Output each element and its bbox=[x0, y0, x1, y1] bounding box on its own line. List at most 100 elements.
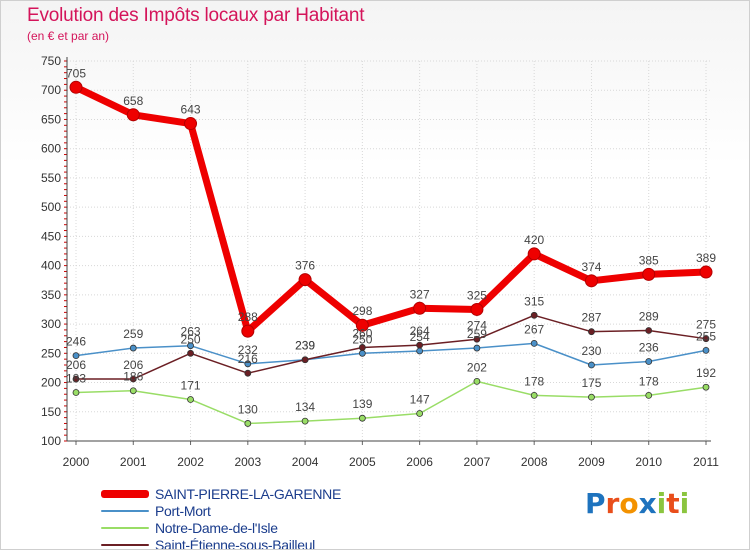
x-tick-label: 2000 bbox=[63, 455, 90, 469]
legend: SAINT-PIERRE-LA-GARENNE Port-Mort Notre-… bbox=[101, 485, 342, 549]
series-line bbox=[75, 342, 707, 366]
data-label: 250 bbox=[352, 332, 372, 346]
data-point bbox=[588, 393, 595, 401]
data-label: 206 bbox=[123, 358, 143, 372]
data-label: 183 bbox=[66, 371, 86, 385]
series-line bbox=[72, 83, 710, 335]
data-label: 325 bbox=[467, 288, 487, 302]
data-point bbox=[645, 391, 653, 399]
legend-swatch bbox=[101, 543, 149, 546]
logo-letter: P bbox=[585, 487, 606, 520]
data-point bbox=[645, 358, 653, 365]
data-label: 175 bbox=[581, 376, 601, 390]
logo-letter: r bbox=[605, 487, 620, 520]
data-label: 288 bbox=[238, 310, 258, 324]
data-point bbox=[187, 342, 194, 350]
data-label: 274 bbox=[467, 318, 487, 332]
data-point bbox=[355, 318, 369, 332]
series-line bbox=[75, 314, 707, 380]
y-tick-label: 150 bbox=[41, 405, 61, 419]
data-label: 139 bbox=[352, 397, 372, 411]
y-tick-label: 200 bbox=[41, 376, 61, 390]
legend-swatch bbox=[101, 526, 149, 529]
data-point bbox=[187, 396, 194, 403]
data-point bbox=[584, 274, 598, 288]
data-label: 134 bbox=[295, 400, 315, 414]
y-tick-label: 100 bbox=[41, 434, 61, 448]
data-label: 264 bbox=[410, 324, 430, 338]
data-label: 239 bbox=[295, 339, 315, 353]
data-label: 202 bbox=[467, 360, 487, 374]
data-label: 658 bbox=[123, 94, 143, 108]
data-label: 232 bbox=[238, 343, 258, 357]
data-point bbox=[301, 417, 309, 425]
data-label: 186 bbox=[123, 370, 143, 384]
series-line bbox=[75, 380, 707, 425]
legend-item: Notre-Dame-de-l'Isle bbox=[101, 519, 341, 536]
data-point bbox=[244, 369, 252, 377]
series-lines bbox=[69, 80, 713, 427]
data-label: 239 bbox=[295, 339, 315, 353]
data-point bbox=[241, 324, 255, 338]
data-label: 705 bbox=[66, 66, 86, 80]
legend-swatch bbox=[101, 489, 149, 498]
data-point bbox=[530, 391, 538, 399]
y-tick-label: 700 bbox=[41, 83, 61, 97]
data-point bbox=[645, 327, 653, 334]
data-point bbox=[129, 344, 137, 352]
data-label: 147 bbox=[410, 393, 430, 407]
data-label: 246 bbox=[66, 335, 86, 349]
legend-item: Saint-Étienne-sous-Bailleul bbox=[101, 536, 341, 549]
data-point bbox=[470, 302, 484, 316]
x-tick-label: 2010 bbox=[635, 455, 662, 469]
x-tick-label: 2007 bbox=[464, 455, 491, 469]
x-tick-label: 2001 bbox=[120, 455, 147, 469]
data-point bbox=[69, 80, 83, 94]
data-point bbox=[588, 328, 595, 336]
y-tick-label: 650 bbox=[41, 112, 61, 126]
data-point bbox=[702, 383, 710, 391]
data-point bbox=[72, 352, 80, 360]
data-point bbox=[244, 420, 252, 427]
proxiti-logo: Proxiti bbox=[585, 487, 689, 520]
data-point bbox=[699, 265, 713, 279]
data-point bbox=[527, 247, 541, 261]
data-label: 230 bbox=[581, 344, 601, 358]
y-tick-label: 600 bbox=[41, 142, 61, 156]
legend-label: SAINT-PIERRE-LA-GARENNE bbox=[155, 485, 342, 502]
data-label: 385 bbox=[639, 253, 659, 267]
data-point bbox=[588, 361, 595, 369]
data-label: 171 bbox=[181, 378, 201, 392]
y-tick-label: 300 bbox=[41, 317, 61, 331]
data-point bbox=[530, 339, 538, 347]
data-label: 206 bbox=[66, 358, 86, 372]
legend-item: Port-Mort bbox=[101, 502, 341, 519]
data-point bbox=[72, 375, 80, 383]
data-label: 255 bbox=[696, 329, 716, 343]
data-point bbox=[530, 311, 538, 319]
data-point bbox=[473, 377, 481, 385]
y-tick-label: 450 bbox=[41, 229, 61, 243]
data-point bbox=[244, 360, 252, 368]
logo-letter: o bbox=[619, 487, 639, 520]
data-point bbox=[298, 273, 312, 287]
data-label: 216 bbox=[238, 352, 258, 366]
y-tick-label: 250 bbox=[41, 346, 61, 360]
data-labels: 705 658 643 288 376 298 327 325 420 374 385 389 246 2… bbox=[66, 66, 716, 416]
x-tick-label: 2009 bbox=[578, 455, 605, 469]
x-tick-label: 2002 bbox=[177, 455, 204, 469]
chart-title: Evolution des Impôts locaux par Habitant bbox=[27, 5, 365, 26]
x-tick-label: 2003 bbox=[234, 455, 261, 469]
y-tick-label: 550 bbox=[41, 171, 61, 185]
logo-letter: i bbox=[679, 487, 690, 520]
logo-letter: i bbox=[656, 487, 667, 520]
data-label: 287 bbox=[581, 311, 601, 325]
x-tick-label: 2004 bbox=[292, 455, 319, 469]
data-point bbox=[358, 349, 366, 357]
legend-swatch bbox=[101, 509, 149, 512]
data-label: 315 bbox=[524, 294, 544, 308]
data-point bbox=[416, 410, 424, 417]
data-label: 298 bbox=[352, 304, 372, 318]
data-label: 263 bbox=[181, 325, 201, 339]
